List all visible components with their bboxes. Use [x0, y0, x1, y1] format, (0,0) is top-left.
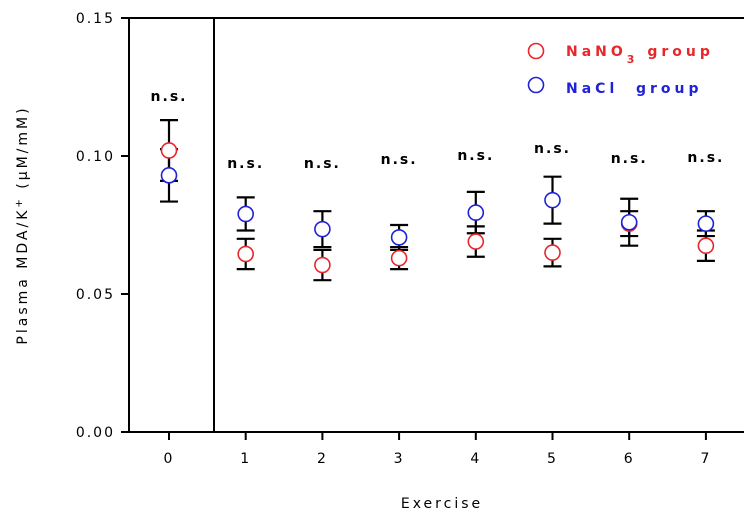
significance-label: n.s.	[457, 148, 494, 164]
data-point	[390, 249, 408, 267]
legend-label-nacl: NaCl group	[566, 81, 703, 97]
legend-label-nano3: NaNO3 group	[566, 44, 714, 66]
data-point	[160, 167, 178, 184]
significance-label: n.s.	[534, 141, 571, 157]
x-tick-label: 5	[547, 451, 558, 467]
x-tick-label: 2	[317, 451, 328, 467]
x-axis-title: Exercise	[401, 496, 483, 512]
legend-label-nano3-sub: 3	[627, 53, 639, 66]
x-tick-label: 6	[624, 451, 635, 467]
data-point	[237, 205, 254, 223]
significance-label: n.s.	[304, 156, 341, 172]
x-tick-label: 1	[240, 451, 251, 467]
data-point	[467, 233, 485, 250]
significance-label: n.s.	[381, 152, 418, 168]
axes: 0.00 0.05 0.10 0.15 0 1 2 3 4 5 6 7	[76, 11, 744, 467]
data-point	[314, 256, 331, 274]
data-marks	[160, 119, 715, 282]
data-point	[544, 244, 561, 261]
x-tick-label: 3	[394, 451, 405, 467]
data-point	[467, 204, 485, 221]
annotations: n.s. n.s. n.s. n.s. n.s. n.s. n.s. n.s.	[151, 89, 724, 172]
legend-marker-nacl	[527, 76, 545, 94]
y-tick-label: 0.05	[76, 287, 115, 303]
y-axis-title-unit: (μM/mM)	[15, 105, 31, 196]
legend: NaNO3 group NaCl group	[527, 42, 714, 97]
y-tick-label: 0.10	[76, 149, 115, 165]
y-axis-title-main: Plasma MDA/K	[15, 208, 31, 345]
significance-label: n.s.	[611, 151, 648, 167]
significance-label: n.s.	[687, 150, 724, 166]
legend-label-nano3-main: NaNO	[566, 44, 627, 60]
data-point	[544, 191, 561, 209]
y-tick-label: 0.00	[76, 425, 115, 441]
x-tick-label: 7	[700, 451, 711, 467]
data-point	[697, 237, 715, 254]
significance-label: n.s.	[151, 89, 188, 105]
data-point	[697, 215, 715, 232]
data-point	[237, 245, 254, 263]
x-tick-label: 4	[470, 451, 481, 467]
x-tick-label: 0	[164, 451, 175, 467]
data-point	[314, 220, 331, 238]
significance-label: n.s.	[227, 156, 264, 172]
y-tick-label: 0.15	[76, 11, 115, 27]
data-point	[390, 229, 408, 246]
data-point	[620, 213, 638, 231]
y-axis-title-sup: +	[14, 196, 25, 207]
legend-marker-nano3	[527, 42, 545, 60]
data-point	[160, 142, 178, 159]
legend-label-nano3-rest: group	[638, 44, 713, 60]
y-axis-title: Plasma MDA/K+ (μM/mM)	[14, 105, 32, 344]
